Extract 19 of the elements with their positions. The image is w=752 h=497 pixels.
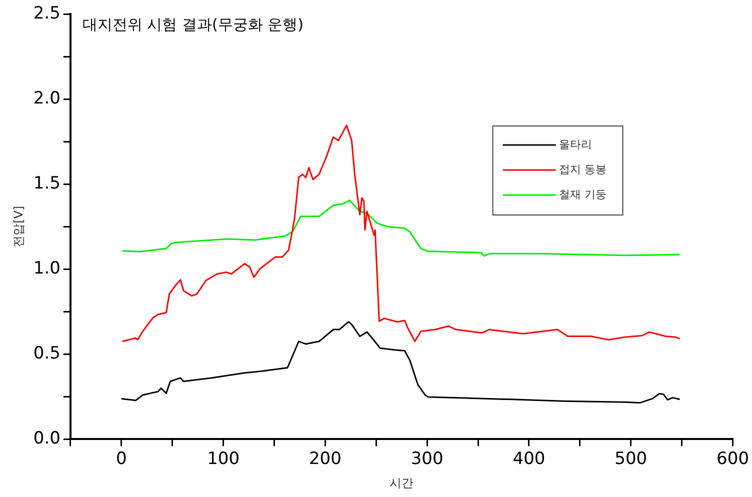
x-tick-label: 200 (308, 448, 342, 469)
y-tick-label: 1.5 (33, 174, 60, 194)
x-tick-label: 300 (410, 448, 444, 469)
x-tick-label: 400 (512, 448, 546, 469)
x-tick-label: 600 (716, 448, 750, 469)
text: 0.0 (33, 428, 60, 449)
legend-label: 울타리 (558, 138, 592, 151)
x-tick-label: 0 (116, 448, 127, 469)
x-tick-label: 100 (207, 448, 240, 469)
y-tick-label: 0.5 (33, 344, 60, 364)
legend-label: 접지 동봉 (558, 162, 606, 176)
chart-title: 대지전위 시험 결과(무궁화 운행) (82, 15, 304, 34)
y-tick-label: 2.5 (33, 3, 60, 24)
legend-label: 철재 기둥 (558, 188, 606, 201)
y-tick-label: 2.0 (33, 88, 60, 108)
x-axis-title: 시간 (390, 476, 414, 490)
y-tick-label: 1.0 (33, 258, 60, 279)
x-tick-label: 500 (614, 448, 648, 469)
y-axis-title: 전압[V] (11, 206, 26, 248)
